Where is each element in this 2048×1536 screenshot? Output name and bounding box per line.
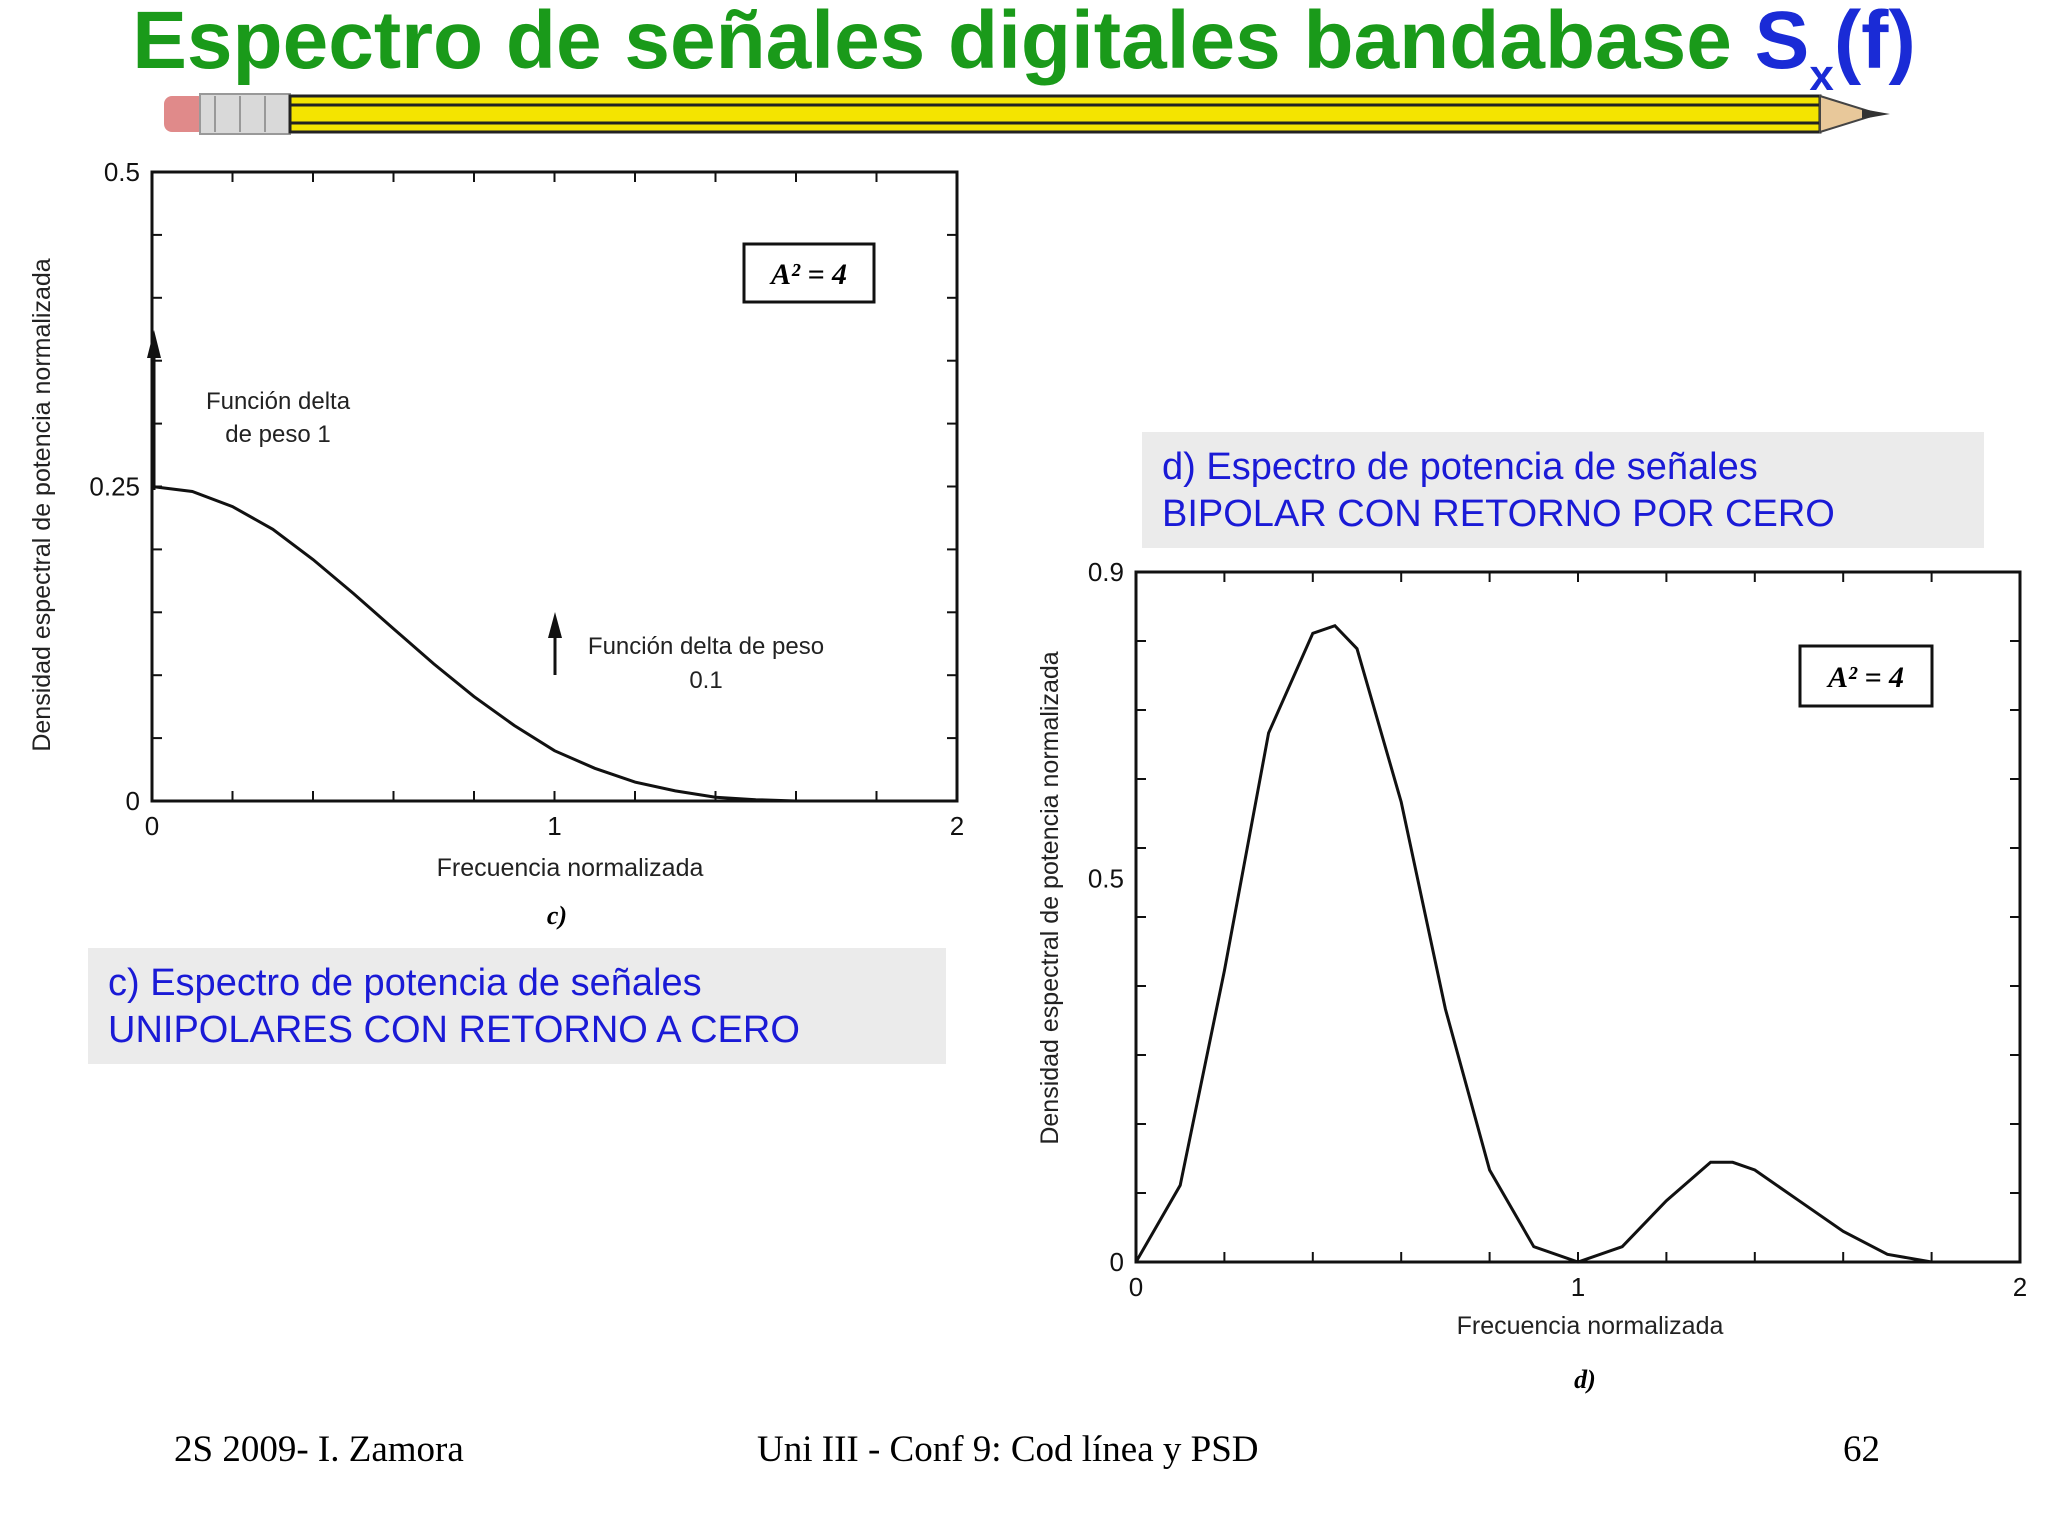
chart-d-sublabel: d) [1574,1365,1596,1394]
caption-c: c) Espectro de potencia de señales UNIPO… [88,948,946,1064]
chartD-ytick-label: 0 [1110,1247,1124,1277]
pencil-body [288,94,1822,134]
chartC-ytick-label: 0.25 [89,472,140,502]
title-symbol: Sx(f) [1754,0,1916,100]
chart-c-amplitude-box [742,242,876,304]
chart-c-xlabel: Frecuencia normalizada [437,854,704,882]
chartD-xtick-label: 2 [2013,1272,2027,1302]
chart-c-impulse-1-label-2: 0.1 [689,667,722,694]
title-text: Espectro de señales digitales bandabase [132,0,1755,86]
chart-c-amplitude-label: A² = 4 [769,258,847,291]
chart-d-xlabel: Frecuencia normalizada [1457,1312,1724,1340]
slide-title: Espectro de señales digitales bandabase … [0,0,2048,100]
pencil-ferrule [199,93,291,135]
chartC-xtick-label: 0 [145,811,159,841]
footer-author: 2S 2009- I. Zamora [174,1429,464,1470]
pencil-divider-icon [164,93,1890,135]
chart-c-impulse-1 [548,612,562,675]
chartD-ytick-label: 0.9 [1088,557,1124,587]
chartC-ytick-label: 0.5 [104,157,140,187]
chart-d-amplitude-label: A² = 4 [1826,661,1904,694]
caption-c-line-2: UNIPOLARES CON RETORNO A CERO [108,1009,800,1051]
chartD-xtick-label: 0 [1129,1272,1143,1302]
chart-c: 0 0.25 0.5 0 1 2 Función delta de peso 1 Fun… [28,157,964,930]
chart-c-curve [151,485,957,803]
chart-d-amplitude-box [1798,644,1934,708]
pencil-eraser [164,96,206,132]
chart-c-impulse-1-label-1: Función delta de peso [588,633,824,660]
caption-d-line-1: d) Espectro de potencia de señales [1162,446,1758,488]
chart-c-impulse-0 [147,330,161,490]
chartC-ytick-label: 0 [126,786,140,816]
chartC-xtick-label: 2 [950,811,964,841]
chart-c-ylabel: Densidad espectral de potencia normaliza… [28,258,56,751]
footer-page-number: 62 [1843,1429,1880,1470]
chartD-xtick-label: 1 [1571,1272,1585,1302]
chart-c-impulse-0-label-1: Función delta [206,388,351,415]
caption-d: d) Espectro de potencia de señales BIPOL… [1142,432,1984,548]
chart-c-sublabel: c) [547,901,567,930]
caption-c-line-1: c) Espectro de potencia de señales [108,962,702,1004]
chart-d-curve [1134,623,2020,1264]
chart-c-impulse-0-label-2: de peso 1 [225,421,330,448]
footer-course: Uni III - Conf 9: Cod línea y PSD [757,1429,1259,1470]
chart-d: 0 0.5 0.9 0 1 2 A² = 4 Frecuencia normalizad… [1036,557,2027,1394]
chart-d-ylabel: Densidad espectral de potencia normaliza… [1036,651,1064,1144]
pencil-tip [1819,94,1882,134]
chartC-xtick-label: 1 [547,811,561,841]
caption-d-line-2: BIPOLAR CON RETORNO POR CERO [1162,493,1835,535]
chartD-ytick-label: 0.5 [1088,864,1124,894]
